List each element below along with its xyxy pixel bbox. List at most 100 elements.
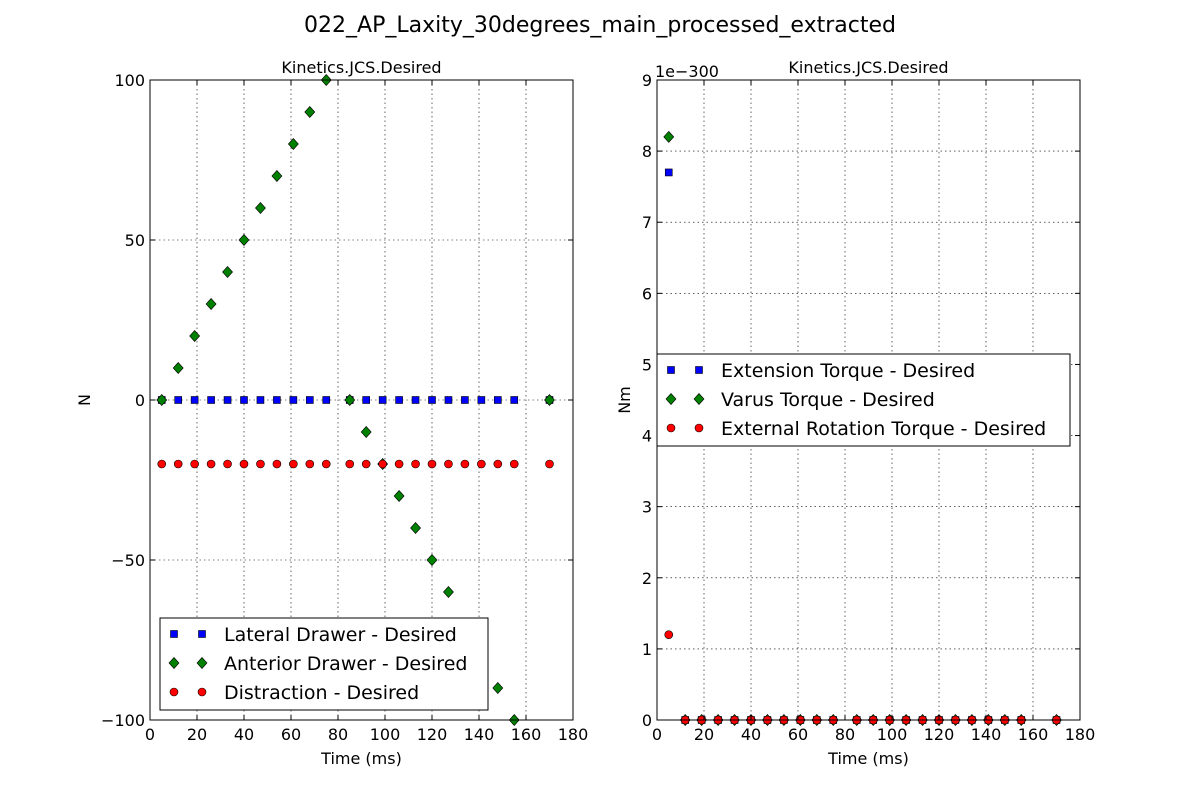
- legend-marker: [170, 630, 178, 638]
- legend-marker: [694, 423, 704, 433]
- data-point: [444, 396, 453, 404]
- x-tick-label: 160: [1018, 725, 1049, 744]
- y-tick-label: −50: [111, 551, 145, 570]
- legend-marker: [667, 366, 675, 374]
- legend-label: Extension Torque - Desired: [721, 360, 975, 382]
- legend-label: Anterior Drawer - Desired: [224, 653, 467, 675]
- data-point: [322, 396, 331, 404]
- axis-offset-text: 1e−300: [655, 62, 719, 81]
- series-3: [157, 459, 554, 469]
- data-point: [304, 106, 316, 118]
- legend-marker: [693, 393, 705, 405]
- data-point: [493, 459, 503, 469]
- x-tick-label: 180: [1065, 725, 1096, 744]
- x-tick-label: 40: [741, 725, 761, 744]
- legend-label: Varus Torque - Desired: [721, 389, 935, 411]
- series-1: [157, 396, 554, 404]
- data-point: [492, 682, 504, 694]
- data-point: [664, 630, 674, 639]
- data-point: [271, 170, 283, 182]
- data-point: [172, 362, 184, 374]
- y-tick-label: 100: [114, 71, 145, 90]
- y-tick-label: 9: [642, 71, 652, 90]
- y-axis-label: N: [75, 394, 94, 406]
- x-tick-label: 80: [835, 725, 855, 744]
- legend-marker: [196, 657, 208, 669]
- legend-marker: [168, 657, 180, 669]
- x-tick-label: 20: [187, 725, 207, 744]
- subplot-2: 0 20 40 60 80 100 120 140 160 180 0 1 2 3 4 5 6 7 8 9 1e−300…: [615, 58, 1095, 768]
- data-point: [272, 459, 282, 469]
- data-point: [477, 459, 486, 469]
- x-tick-label: 140: [464, 725, 495, 744]
- data-point: [189, 330, 201, 342]
- data-point: [305, 396, 314, 404]
- legend-label: Lateral Drawer - Desired: [224, 624, 457, 646]
- data-point: [157, 459, 167, 469]
- data-point: [255, 202, 266, 214]
- legend-frame: [656, 353, 1071, 447]
- y-tick-label: 1: [642, 640, 652, 659]
- y-tick-label: 8: [642, 142, 652, 161]
- x-tick-label: 180: [558, 725, 589, 744]
- data-point: [663, 130, 675, 143]
- x-axis-label: Time (ms): [827, 749, 909, 768]
- data-point: [206, 459, 216, 469]
- data-point: [509, 459, 519, 469]
- data-point: [461, 396, 469, 404]
- legend-marker: [169, 687, 179, 697]
- x-tick-label: 120: [417, 725, 448, 744]
- x-tick-label: 40: [234, 725, 254, 744]
- data-point: [239, 459, 249, 469]
- data-point: [443, 586, 454, 598]
- figure-title: 022_AP_Laxity_30degrees_main_processed_e…: [304, 13, 896, 38]
- data-point: [426, 554, 438, 566]
- legend-marker: [666, 423, 676, 433]
- y-tick-label: 50: [125, 231, 145, 250]
- data-point: [477, 396, 486, 404]
- data-point: [395, 396, 403, 404]
- legend-frame: [159, 617, 489, 711]
- y-tick-label: 0: [135, 391, 145, 410]
- x-tick-label: 20: [694, 725, 714, 744]
- subplot-title: Kinetics.JCS.Desired: [281, 58, 441, 77]
- data-point: [378, 459, 387, 469]
- y-tick-label: 7: [642, 213, 652, 232]
- x-axis-label: Time (ms): [320, 749, 402, 768]
- data-point: [256, 459, 265, 469]
- plots-area: 0 20 40 60 80 100 120 140 160 180−100−50050100Kin…: [75, 58, 1095, 768]
- data-point: [223, 459, 232, 469]
- data-point: [190, 396, 199, 404]
- data-point: [378, 396, 387, 404]
- x-tick-label: 120: [924, 725, 955, 744]
- y-tick-label: 3: [642, 498, 652, 517]
- data-point: [238, 234, 250, 246]
- x-tick-label: 60: [788, 725, 808, 744]
- y-tick-label: 0: [642, 711, 652, 730]
- y-tick-label: 2: [642, 569, 652, 588]
- legend-marker: [695, 366, 703, 374]
- data-point: [362, 396, 371, 404]
- data-point: [460, 459, 470, 469]
- data-point: [223, 396, 232, 404]
- data-point: [287, 138, 299, 150]
- legend-marker: [197, 687, 207, 697]
- data-point: [174, 396, 182, 404]
- data-point: [411, 396, 420, 404]
- data-point: [156, 394, 168, 406]
- legend-label: External Rotation Torque - Desired: [721, 418, 1046, 440]
- data-point: [344, 394, 356, 406]
- y-tick-label: 6: [642, 284, 652, 303]
- x-tick-label: 100: [877, 725, 908, 744]
- legend-label: Distraction - Desired: [224, 682, 419, 704]
- data-point: [207, 396, 215, 404]
- y-axis-label: Nm: [615, 386, 634, 414]
- data-point: [411, 459, 420, 469]
- data-point: [240, 396, 248, 404]
- subplot-title: Kinetics.JCS.Desired: [788, 58, 948, 77]
- y-tick-label: −100: [101, 711, 145, 730]
- x-tick-label: 160: [511, 725, 542, 744]
- data-point: [190, 459, 199, 469]
- subplot-1: 0 20 40 60 80 100 120 140 160 180 −100 −50 0 50 100 Kin…: [75, 58, 588, 768]
